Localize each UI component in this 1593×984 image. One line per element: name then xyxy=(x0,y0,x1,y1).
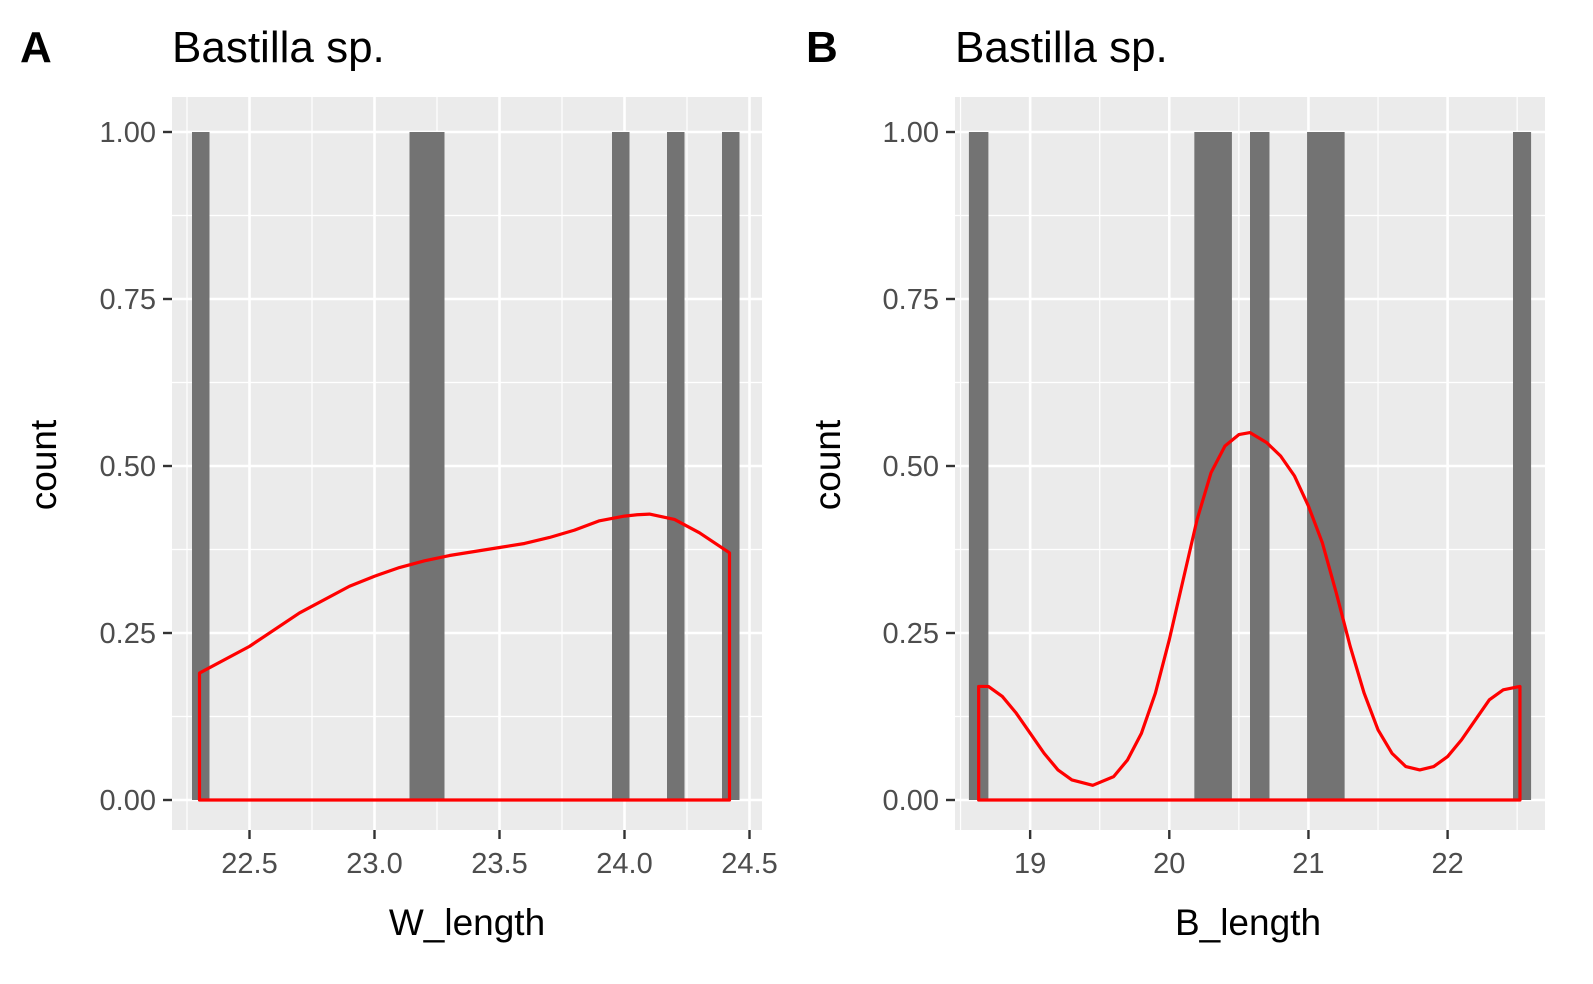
panel-b-y-tick-label: 0.75 xyxy=(883,284,939,316)
panel-b-x-axis-title: B_length xyxy=(1175,902,1321,943)
panel-b-bar-5 xyxy=(1512,132,1532,800)
panel-a-x-tick-label: 24.5 xyxy=(721,848,777,880)
panel-b-y-tick-label: 0.25 xyxy=(883,618,939,650)
panel-b-y-tick-label: 0.00 xyxy=(883,785,939,817)
panel-b-x-tick-label: 22 xyxy=(1431,848,1463,880)
panel-a-x-axis-title: W_length xyxy=(389,902,545,943)
panel-a-density-curve xyxy=(197,512,732,802)
panel-b-y-axis-title: count xyxy=(807,419,848,510)
panel-a-x-axis: 22.5 23.0 23.5 24.0 24.5 xyxy=(221,830,778,880)
panel-a-y-tick-label: 0.00 xyxy=(100,785,156,817)
panel-a-y-axis-title: count xyxy=(23,419,64,510)
panel-a-x-tick-label: 23.5 xyxy=(471,848,527,880)
panel-a-x-tick-label: 23.0 xyxy=(346,848,402,880)
panel-a-plot-background xyxy=(172,97,762,830)
panel-a-y-tick-label: 0.25 xyxy=(100,618,156,650)
panel-b-tag: B xyxy=(806,23,838,72)
panel-b-density-curve xyxy=(977,431,1522,802)
panel-a-x-tick-label: 24.0 xyxy=(596,848,652,880)
panel-b-y-tick-label: 0.50 xyxy=(883,451,939,483)
panel-a-bar-1 xyxy=(192,132,210,800)
panel-a-bar-4 xyxy=(667,132,685,800)
panel-a-bar-2 xyxy=(409,132,445,800)
panel-b-x-tick-label: 19 xyxy=(1014,848,1046,880)
panel-a-y-tick-label: 1.00 xyxy=(100,117,156,149)
panel-a-bar-5 xyxy=(722,132,740,800)
panel-b-bars xyxy=(968,132,1532,800)
panel-b-y-axis: 0.00 0.25 0.50 0.75 1.00 xyxy=(883,117,955,817)
panel-a-bars xyxy=(192,132,740,800)
panel-b-bar-1 xyxy=(968,132,989,800)
panel-a-y-tick-label: 0.75 xyxy=(100,284,156,316)
panel-b-title: Bastilla sp. xyxy=(955,23,1168,72)
panel-b-y-tick-label: 1.00 xyxy=(883,117,939,149)
panel-b-bar-3 xyxy=(1250,132,1270,800)
panel-b-x-tick-label: 20 xyxy=(1153,848,1185,880)
panel-a-y-axis: 0.00 0.25 0.50 0.75 1.00 xyxy=(100,117,172,817)
panel-b: B Bastilla sp. 0.00 0.25 0.50 0.75 1.00 19 20… xyxy=(806,23,1545,943)
panel-b-x-tick-label: 21 xyxy=(1292,848,1324,880)
panel-a-bar-3 xyxy=(612,132,630,800)
panel-b-bar-4 xyxy=(1307,132,1345,800)
panel-a-y-tick-label: 0.50 xyxy=(100,451,156,483)
panel-a-title: Bastilla sp. xyxy=(172,23,385,72)
panel-b-x-axis: 19 20 21 22 xyxy=(1014,830,1464,880)
panel-a-x-tick-label: 22.5 xyxy=(221,848,277,880)
panel-a: A Bastilla sp. 0.00 0.25 0.50 0.75 1.00 22.5… xyxy=(20,23,778,943)
panel-a-tag: A xyxy=(20,23,52,72)
